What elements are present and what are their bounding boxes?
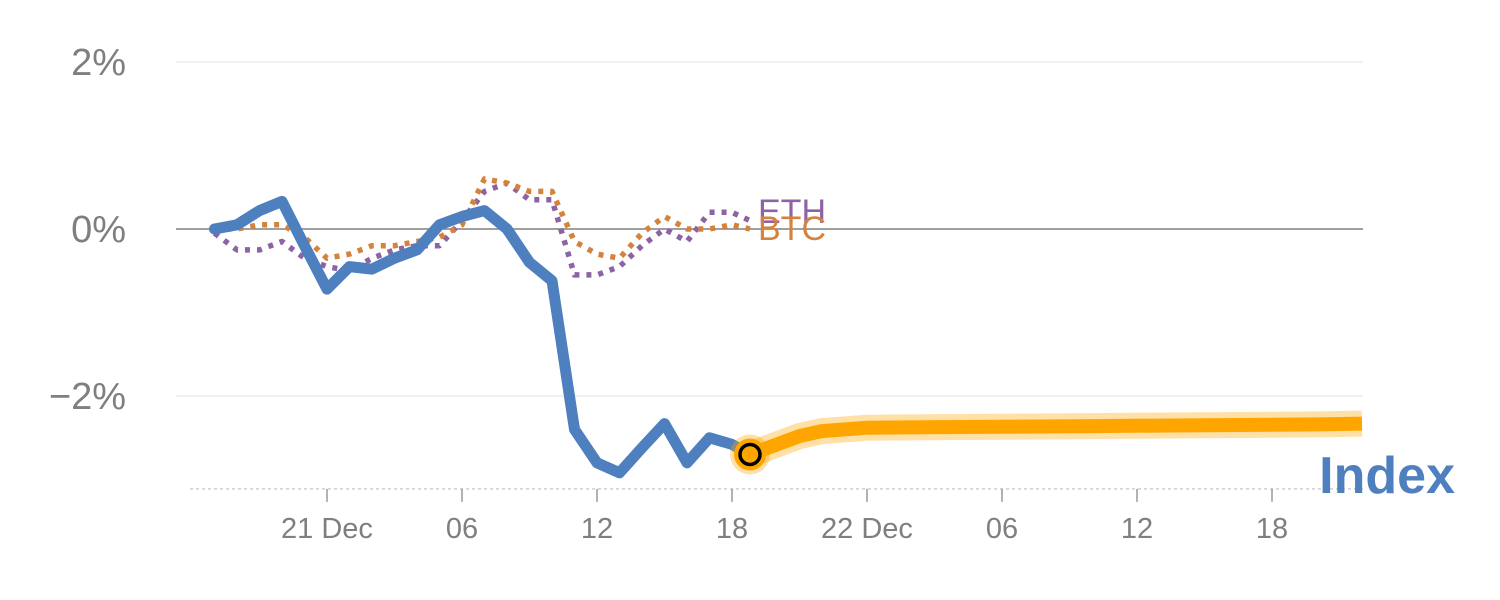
y-axis-ticks: 2% 0% −2%	[49, 42, 126, 418]
series-index-line	[209, 195, 756, 479]
marker-dot	[738, 442, 762, 467]
x-tick-label: 06	[986, 513, 1018, 545]
x-axis-ticks: 21 Dec 06 12 18 22 Dec 06 12 18	[281, 488, 1288, 545]
series-label-btc: BTC	[758, 210, 826, 248]
series-label-eth: ETH	[758, 193, 826, 231]
x-tick-label: 06	[446, 513, 478, 545]
series-btc-line	[214, 176, 751, 261]
x-tick-label: 18	[1256, 513, 1288, 545]
x-tick-label: 12	[1121, 513, 1153, 545]
x-tick-label: 12	[581, 513, 613, 545]
y-tick-label: 0%	[71, 209, 126, 251]
y-tick-label: 2%	[71, 42, 126, 84]
series-index-forecast-line	[747, 416, 1363, 462]
y-tick-label: −2%	[49, 376, 126, 418]
x-tick-label: 18	[716, 513, 748, 545]
x-tick-label: 22 Dec	[821, 513, 913, 545]
current-value-marker	[730, 434, 770, 475]
grid-lines	[176, 61, 1365, 490]
series-lines	[209, 176, 1363, 479]
series-label-index: Index	[1319, 447, 1455, 505]
series-eth-line	[212, 180, 752, 278]
x-tick-label: 21 Dec	[281, 513, 373, 545]
